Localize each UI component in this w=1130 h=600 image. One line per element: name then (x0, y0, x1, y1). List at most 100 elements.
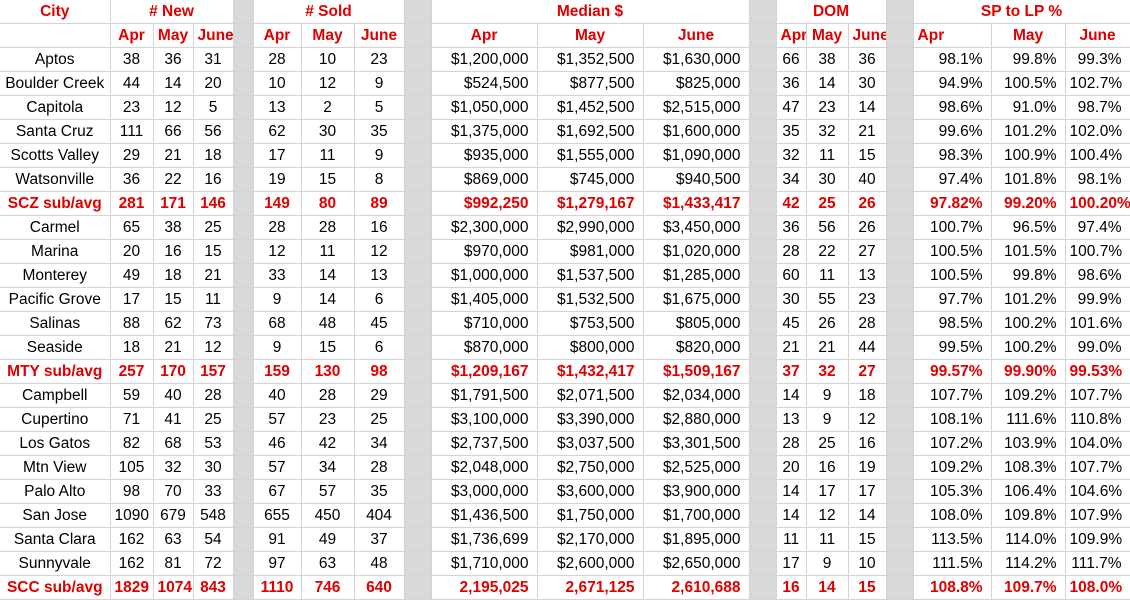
median-price-cell[interactable]: $3,900,000 (643, 479, 750, 504)
median-price-cell[interactable]: $981,000 (537, 239, 644, 264)
sp-lp-cell[interactable]: 98.6% (913, 95, 992, 120)
dom-cell[interactable]: 22 (806, 239, 849, 264)
month-header[interactable]: May (301, 23, 355, 48)
sold-count-cell[interactable]: 45 (354, 311, 405, 336)
sold-count-cell[interactable]: 17 (253, 143, 302, 168)
sold-count-cell[interactable]: 42 (301, 431, 355, 456)
new-count-cell[interactable]: 22 (153, 167, 194, 192)
median-price-cell[interactable]: $1,532,500 (537, 287, 644, 312)
sp-lp-cell[interactable]: 103.9% (991, 431, 1066, 456)
city-cell[interactable]: Cupertino (0, 407, 111, 432)
sp-lp-cell[interactable]: 107.7% (913, 383, 992, 408)
dom-cell[interactable]: 34 (776, 167, 807, 192)
dom-cell[interactable]: 17 (806, 479, 849, 504)
sold-count-cell[interactable]: 34 (354, 431, 405, 456)
new-count-cell[interactable]: 1090 (110, 503, 154, 528)
dom-cell[interactable]: 13 (776, 407, 807, 432)
dom-cell[interactable]: 9 (806, 551, 849, 576)
dom-cell[interactable]: 66 (776, 47, 807, 72)
city-cell[interactable]: Watsonville (0, 167, 111, 192)
sp-lp-cell[interactable]: 109.7% (991, 575, 1066, 600)
city-cell[interactable]: MTY sub/avg (0, 359, 111, 384)
median-price-cell[interactable]: $2,525,000 (643, 455, 750, 480)
city-cell[interactable]: Pacific Grove (0, 287, 111, 312)
new-count-cell[interactable]: 40 (153, 383, 194, 408)
sold-count-cell[interactable]: 13 (354, 263, 405, 288)
sp-lp-cell[interactable]: 108.0% (1065, 575, 1130, 600)
month-header[interactable]: June (1065, 23, 1130, 48)
new-count-cell[interactable]: 33 (193, 479, 234, 504)
sold-count-cell[interactable]: 12 (301, 71, 355, 96)
sp-lp-cell[interactable]: 108.8% (913, 575, 992, 600)
month-header[interactable]: Apr (431, 23, 538, 48)
sp-lp-cell[interactable]: 94.9% (913, 71, 992, 96)
median-price-cell[interactable]: $1,432,417 (537, 359, 644, 384)
dom-cell[interactable]: 14 (776, 503, 807, 528)
sold-count-cell[interactable]: 63 (301, 551, 355, 576)
median-price-cell[interactable]: $1,791,500 (431, 383, 538, 408)
dom-cell[interactable]: 23 (848, 287, 887, 312)
sp-lp-cell[interactable]: 102.0% (1065, 119, 1130, 144)
new-count-cell[interactable]: 105 (110, 455, 154, 480)
median-price-cell[interactable]: $3,450,000 (643, 215, 750, 240)
sold-count-cell[interactable]: 9 (253, 335, 302, 360)
sold-count-cell[interactable]: 6 (354, 335, 405, 360)
sold-count-cell[interactable]: 89 (354, 191, 405, 216)
dom-cell[interactable]: 26 (848, 191, 887, 216)
dom-cell[interactable]: 28 (848, 311, 887, 336)
new-count-cell[interactable]: 162 (110, 527, 154, 552)
sp-lp-cell[interactable]: 98.5% (913, 311, 992, 336)
month-header[interactable]: Apr (253, 23, 302, 48)
new-count-cell[interactable]: 98 (110, 479, 154, 504)
month-header[interactable]: Apr (913, 23, 992, 48)
sold-count-cell[interactable]: 10 (253, 71, 302, 96)
sold-count-cell[interactable]: 97 (253, 551, 302, 576)
median-price-cell[interactable]: $1,537,500 (537, 263, 644, 288)
city-cell[interactable]: Palo Alto (0, 479, 111, 504)
sold-count-cell[interactable]: 19 (253, 167, 302, 192)
sp-lp-cell[interactable]: 100.5% (913, 263, 992, 288)
sp-lp-cell[interactable]: 99.9% (1065, 287, 1130, 312)
city-cell[interactable]: SCC sub/avg (0, 575, 111, 600)
sp-lp-cell[interactable]: 107.2% (913, 431, 992, 456)
median-price-cell[interactable]: $2,515,000 (643, 95, 750, 120)
dom-cell[interactable]: 18 (848, 383, 887, 408)
sp-lp-cell[interactable]: 114.2% (991, 551, 1066, 576)
month-header[interactable]: Apr (776, 23, 807, 48)
median-price-cell[interactable]: $940,500 (643, 167, 750, 192)
dom-cell[interactable]: 13 (848, 263, 887, 288)
new-count-cell[interactable]: 68 (153, 431, 194, 456)
new-count-cell[interactable]: 31 (193, 47, 234, 72)
median-price-cell[interactable]: $2,650,000 (643, 551, 750, 576)
city-cell[interactable]: Carmel (0, 215, 111, 240)
new-count-cell[interactable]: 157 (193, 359, 234, 384)
new-count-cell[interactable]: 18 (110, 335, 154, 360)
dom-cell[interactable]: 15 (848, 143, 887, 168)
new-count-cell[interactable]: 1829 (110, 575, 154, 600)
sold-count-cell[interactable]: 28 (354, 455, 405, 480)
sp-lp-cell[interactable]: 100.5% (991, 71, 1066, 96)
median-price-cell[interactable]: $1,375,000 (431, 119, 538, 144)
sold-count-cell[interactable]: 12 (253, 239, 302, 264)
new-count-cell[interactable]: 23 (110, 95, 154, 120)
month-header[interactable]: June (354, 23, 405, 48)
dom-cell[interactable]: 15 (848, 527, 887, 552)
sp-lp-cell[interactable]: 109.2% (991, 383, 1066, 408)
dom-cell[interactable]: 28 (776, 431, 807, 456)
dom-cell[interactable]: 44 (848, 335, 887, 360)
new-count-cell[interactable]: 66 (153, 119, 194, 144)
new-count-cell[interactable]: 81 (153, 551, 194, 576)
new-count-cell[interactable]: 59 (110, 383, 154, 408)
new-count-cell[interactable]: 72 (193, 551, 234, 576)
median-price-cell[interactable]: $3,000,000 (431, 479, 538, 504)
new-count-cell[interactable]: 29 (110, 143, 154, 168)
sp-lp-cell[interactable]: 99.8% (991, 263, 1066, 288)
sold-count-cell[interactable]: 29 (354, 383, 405, 408)
new-count-cell[interactable]: 65 (110, 215, 154, 240)
dom-cell[interactable]: 21 (848, 119, 887, 144)
median-price-cell[interactable]: $825,000 (643, 71, 750, 96)
dom-cell[interactable]: 26 (848, 215, 887, 240)
new-count-cell[interactable]: 56 (193, 119, 234, 144)
median-price-cell[interactable]: $2,600,000 (537, 551, 644, 576)
sp-lp-cell[interactable]: 101.6% (1065, 311, 1130, 336)
